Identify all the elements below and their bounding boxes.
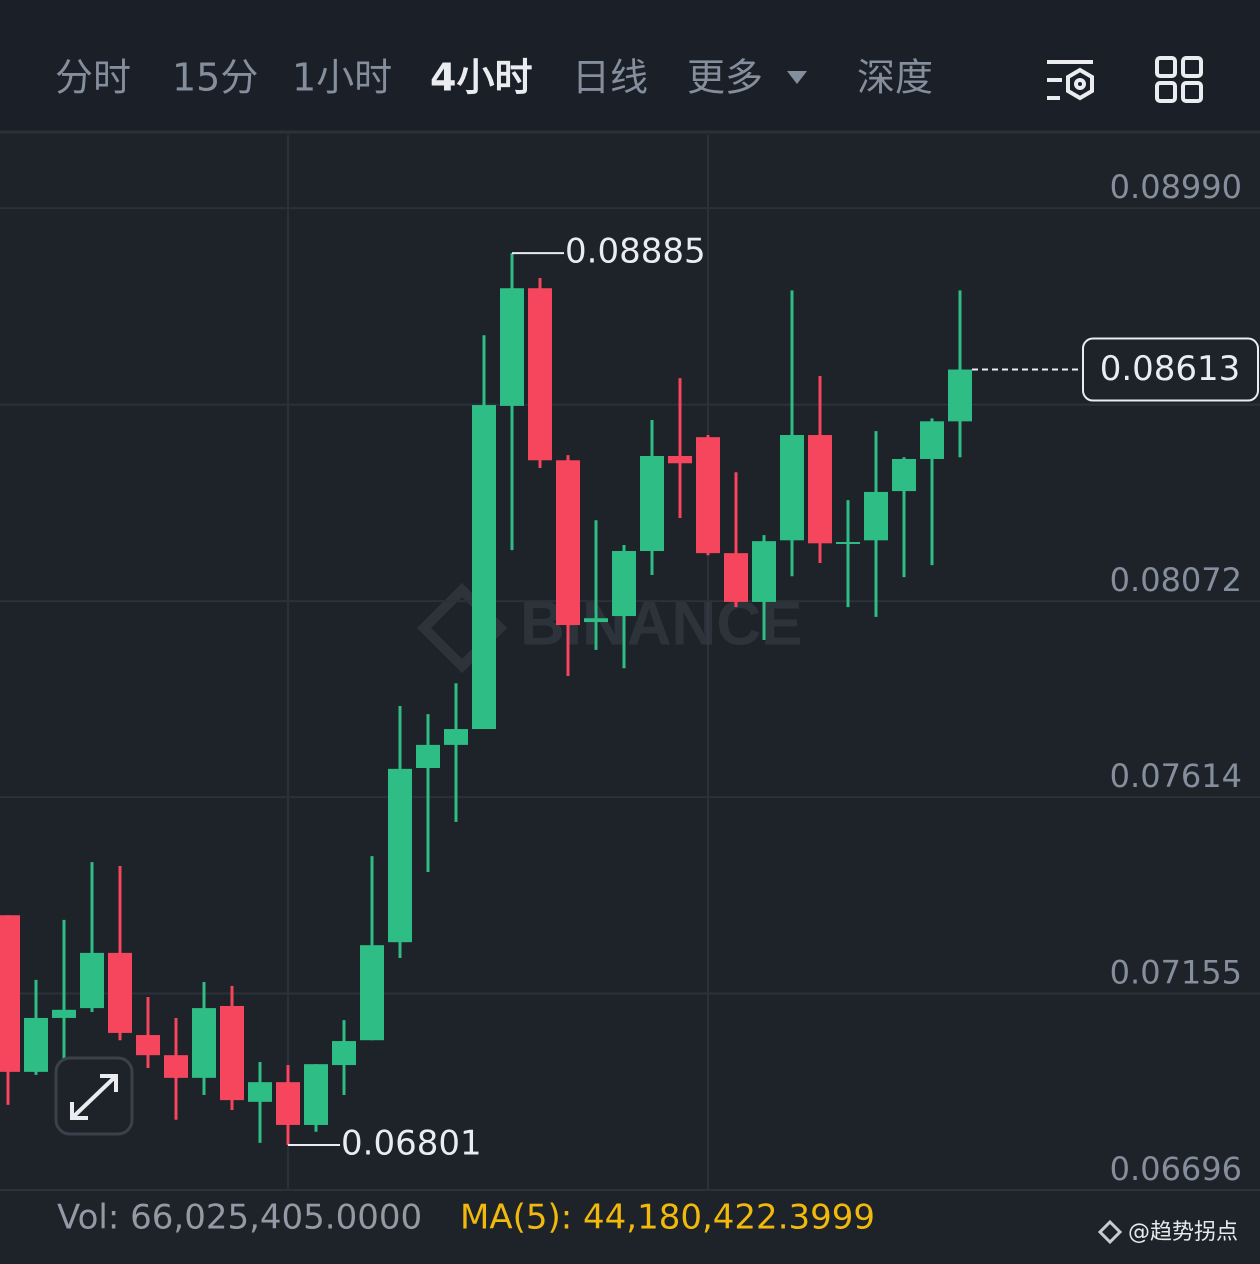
layout-icon[interactable] [1155,56,1203,103]
candle-body [108,952,132,1033]
candle-body [248,1082,272,1102]
candle-body [612,551,636,617]
candle-body [780,435,804,541]
candle-body [752,541,776,602]
tab[interactable]: 1小时 [292,56,392,100]
last-price-box [1082,337,1259,402]
candle-body [52,1009,76,1018]
y-tick-label: 0.06696 [1110,1150,1242,1188]
y-tick-label: 0.07614 [1110,757,1242,795]
candle-body [192,1008,216,1078]
candle-body [724,553,748,602]
candle-body [584,618,608,623]
tab[interactable]: 15分 [172,56,258,100]
candle-body [528,288,552,461]
tab[interactable]: 分时 [55,56,131,100]
candle-body [220,1005,244,1101]
expand-arrows [70,1074,118,1120]
max-label: 0.08885 [565,232,706,272]
candle-body [416,744,440,768]
tab[interactable]: 更多 [687,56,763,100]
candle-body [80,952,104,1009]
ma-label: MA(5): 44,180,422.3999 [460,1198,875,1238]
candle-body [136,1035,160,1056]
candle-body [304,1064,328,1125]
tab[interactable]: 深度 [857,56,933,100]
candle-body [556,460,580,626]
candle-body [668,455,692,464]
icon-dot [1074,78,1086,90]
candle-body [640,455,664,552]
volume-label: Vol: 66,025,405.0000 [57,1198,422,1238]
footer-logo [1097,1219,1123,1245]
icon-hex [1066,67,1094,101]
toolbar-bg [0,0,1260,131]
y-tick-label: 0.08990 [1110,168,1242,206]
candle-body [836,542,860,545]
candle-body [444,729,468,745]
candle-body [388,768,412,943]
candle-body [24,1017,48,1072]
overlay: 0.08885 0.06801 0.08613 [288,232,1259,1164]
tab-bar: 分时 15分 1小时 4小时 日线 更多 深度 [55,56,933,100]
candle-body [696,437,720,554]
tab[interactable]: 日线 [572,56,648,100]
candle-body [360,945,384,1041]
candle-body [332,1041,356,1066]
min-label: 0.06801 [341,1124,482,1164]
candle-body [920,421,944,459]
dropdown-arrow[interactable] [787,71,807,84]
grid: 0.089900.085310.080720.076140.071550.066… [0,168,1260,1191]
icon-cell [1155,81,1177,103]
y-tick-label: 0.08072 [1110,561,1242,599]
footer-text: @趋势拐点 [1128,1220,1238,1245]
candles [0,253,972,1146]
tab[interactable]: 4小时 [430,56,532,100]
candle-body [164,1055,188,1078]
candle-body [0,915,20,1072]
last-price-label: 0.08613 [1100,349,1241,389]
icon-cell [1181,56,1203,78]
icon-cell [1155,56,1177,78]
candle-body [808,435,832,544]
candle-body [276,1082,300,1125]
expand-button[interactable] [54,1056,134,1136]
candle-body [864,491,888,541]
candle-body [500,288,524,406]
candle-body [948,369,972,422]
candle-body [472,405,496,730]
candle-body [892,458,916,492]
settings-icon[interactable] [1047,60,1094,101]
y-tick-label: 0.07155 [1110,954,1242,992]
icon-cell [1181,81,1203,103]
